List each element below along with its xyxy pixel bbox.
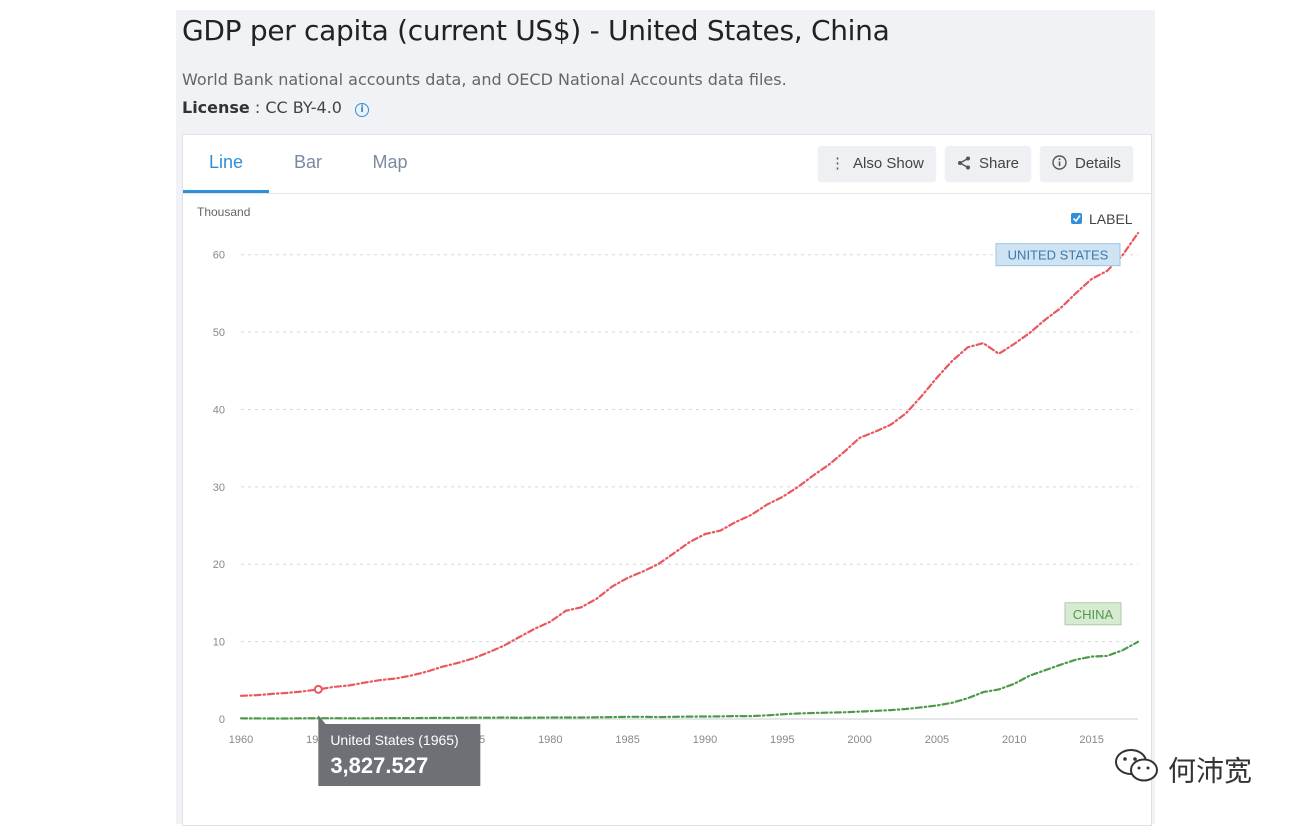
checkmark-icon	[1072, 215, 1081, 223]
also-show-button[interactable]: ⋮ Also Show	[818, 146, 936, 181]
y-tick-label: 40	[213, 404, 225, 416]
y-tick-label: 30	[213, 482, 225, 494]
info-icon[interactable]: i	[355, 103, 370, 117]
share-button[interactable]: Share	[945, 146, 1032, 181]
series-line-united-states	[239, 231, 1140, 697]
tab-line[interactable]: Line	[183, 135, 269, 193]
watermark: 何沛宽	[1112, 746, 1252, 790]
y-tick-label: 20	[213, 559, 225, 571]
series-label: CHINA	[1073, 607, 1114, 622]
share-icon	[957, 146, 971, 181]
tab-bar[interactable]: Bar	[293, 152, 322, 172]
line-chart: Thousand01020304050601960196519701975198…	[197, 205, 1140, 786]
tooltip-pointer	[318, 715, 327, 725]
chart-tabs: Line Bar Map ⋮ Also Show Share	[183, 135, 1151, 194]
x-tick-label: 2015	[1079, 734, 1103, 746]
label-checkbox[interactable]	[1071, 213, 1082, 224]
series-label: UNITED STATES	[1008, 248, 1109, 263]
x-tick-label: 1995	[770, 734, 794, 746]
x-tick-label: 2010	[1002, 734, 1026, 746]
wechat-icon	[1112, 746, 1162, 793]
x-tick-label: 2005	[925, 734, 949, 746]
tooltip-box	[318, 724, 481, 786]
y-tick-label: 50	[213, 327, 225, 339]
license-line: License : CC BY-4.0 i	[182, 98, 370, 117]
indicator-card: GDP per capita (current US$) - United St…	[176, 10, 1155, 826]
chart-area: Thousand01020304050601960196519701975198…	[183, 194, 1151, 824]
page-title: GDP per capita (current US$) - United St…	[182, 14, 890, 47]
chart-panel: Line Bar Map ⋮ Also Show Share	[182, 134, 1152, 826]
details-button[interactable]: Details	[1040, 146, 1133, 181]
license-label: License	[182, 98, 250, 117]
watermark-text: 何沛宽	[1168, 754, 1253, 788]
x-tick-label: 1990	[693, 734, 717, 746]
label-toggle-text[interactable]: LABEL	[1089, 211, 1133, 227]
series-label-box	[1064, 602, 1122, 626]
y-axis-unit-label: Thousand	[197, 205, 250, 219]
y-tick-label: 10	[213, 637, 225, 649]
hover-point-marker	[313, 684, 323, 694]
info-circle-icon	[1052, 146, 1067, 181]
license-value: : CC BY-4.0	[254, 98, 342, 117]
details-label: Details	[1075, 155, 1121, 172]
y-tick-label: 60	[213, 250, 225, 262]
tooltip-title: United States (1965)	[330, 732, 458, 748]
series-line-china	[239, 640, 1140, 720]
also-show-label: Also Show	[853, 155, 924, 172]
x-tick-label: 1980	[538, 734, 562, 746]
series-label-box	[995, 243, 1121, 267]
tooltip-value: 3,827.527	[330, 753, 428, 778]
data-source: World Bank national accounts data, and O…	[182, 70, 787, 89]
x-tick-label: 2000	[847, 734, 871, 746]
share-label: Share	[979, 155, 1020, 172]
tab-map[interactable]: Map	[372, 152, 408, 172]
y-tick-label: 0	[219, 714, 225, 726]
more-vertical-icon: ⋮	[830, 155, 845, 172]
x-tick-label: 1985	[615, 734, 639, 746]
x-tick-label: 1960	[229, 734, 253, 746]
